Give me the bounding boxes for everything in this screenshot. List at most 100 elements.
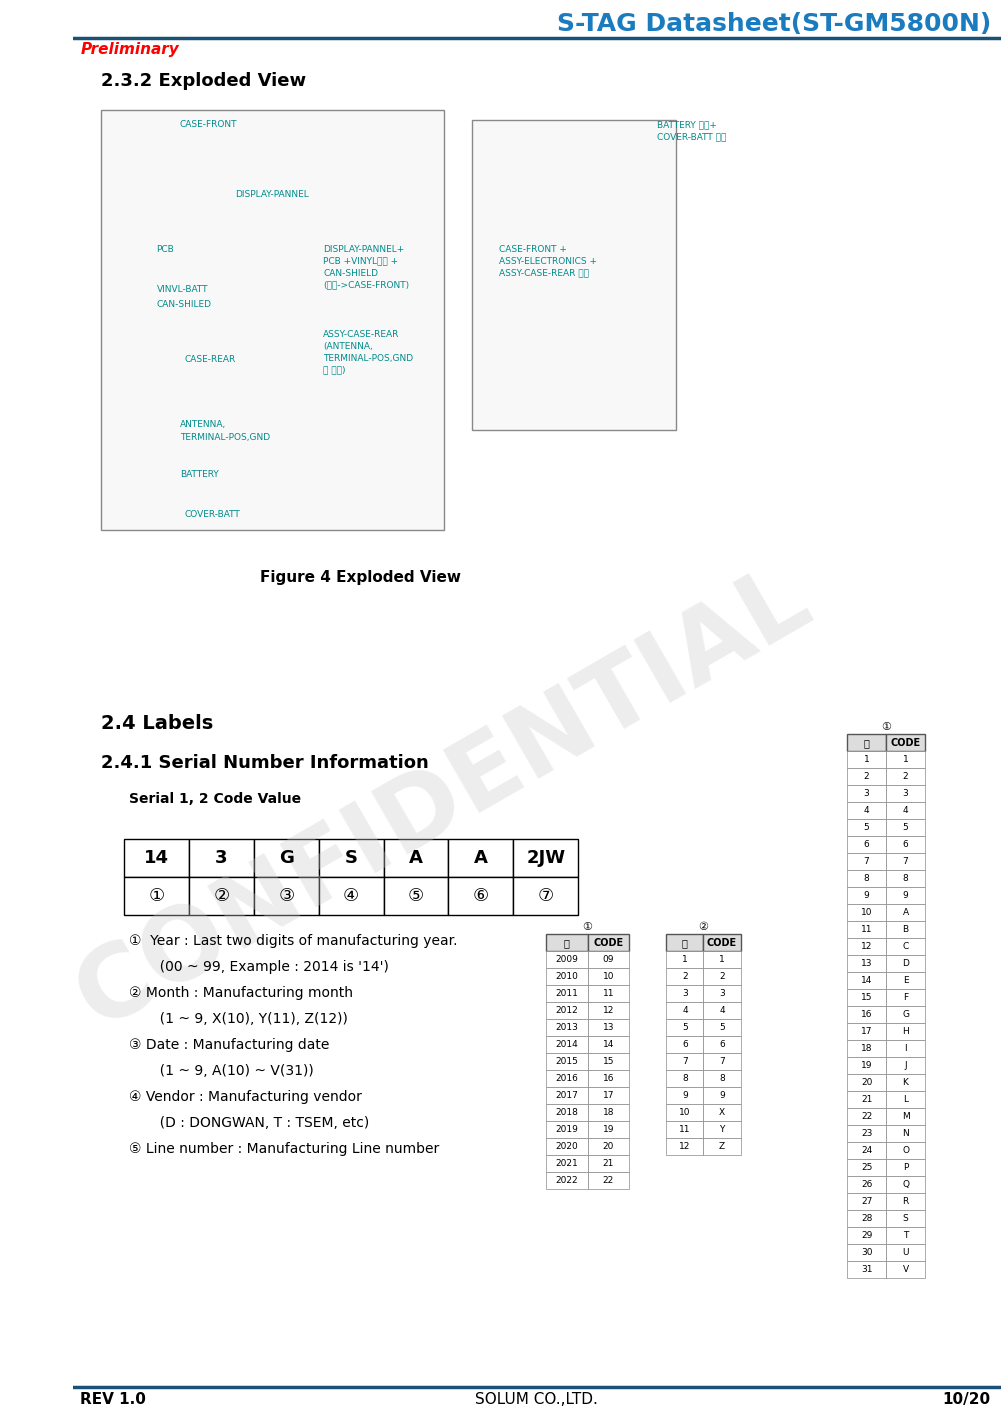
Bar (847, 734, 886, 752)
Text: 6: 6 (719, 1040, 725, 1050)
Text: 10: 10 (679, 1108, 691, 1118)
Bar (546, 951, 588, 968)
Text: 9: 9 (719, 1091, 725, 1101)
Bar (546, 1019, 588, 1036)
Text: 8: 8 (864, 875, 870, 883)
Bar (704, 1103, 741, 1122)
Bar (546, 934, 588, 951)
Text: D: D (902, 959, 909, 968)
Text: 3: 3 (719, 989, 725, 998)
Bar (546, 1036, 588, 1053)
Text: 16: 16 (861, 1010, 872, 1019)
Text: 12: 12 (680, 1141, 691, 1151)
Text: N: N (902, 1129, 909, 1139)
Bar (847, 1211, 886, 1228)
Text: 20: 20 (603, 1141, 614, 1151)
Text: 2021: 2021 (556, 1158, 578, 1168)
Bar (667, 968, 704, 985)
Text: 4: 4 (682, 1006, 688, 1015)
Text: 1: 1 (719, 955, 725, 964)
Text: 14: 14 (144, 849, 169, 868)
Bar (847, 1125, 886, 1141)
Text: ③ Date : Manufacturing date: ③ Date : Manufacturing date (129, 1038, 329, 1053)
Bar (847, 1158, 886, 1175)
Text: ①: ① (583, 923, 593, 933)
Text: 2: 2 (682, 972, 688, 981)
Bar (588, 1086, 630, 1103)
Text: ④ Vendor : Manufacturing vendor: ④ Vendor : Manufacturing vendor (129, 1091, 361, 1105)
Text: 24: 24 (861, 1146, 872, 1156)
Bar (847, 1245, 886, 1261)
Text: S-TAG Datasheet(ST-GM5800N): S-TAG Datasheet(ST-GM5800N) (557, 11, 991, 37)
Text: ASSY-ELECTRONICS +: ASSY-ELECTRONICS + (499, 257, 598, 265)
Text: BATTERY 삽입+: BATTERY 삽입+ (657, 120, 717, 128)
Bar (667, 1070, 704, 1086)
Text: 2014: 2014 (556, 1040, 578, 1050)
Bar (667, 1086, 704, 1103)
Text: 21: 21 (861, 1095, 872, 1105)
Text: CONFIDENTIAL: CONFIDENTIAL (61, 550, 827, 1048)
Bar (318, 840, 383, 878)
Bar (886, 1175, 925, 1194)
Text: 11: 11 (861, 926, 872, 934)
Bar (667, 1036, 704, 1053)
Bar (886, 820, 925, 837)
Bar (514, 878, 579, 916)
Text: CASE-FRONT: CASE-FRONT (179, 120, 237, 128)
Text: 2.4 Labels: 2.4 Labels (101, 714, 213, 734)
Text: A: A (474, 849, 487, 868)
Text: Preliminary: Preliminary (80, 42, 179, 56)
Text: 8: 8 (903, 875, 908, 883)
Text: 09: 09 (603, 955, 615, 964)
Bar (704, 1139, 741, 1156)
Text: 2018: 2018 (556, 1108, 579, 1118)
Bar (847, 1057, 886, 1074)
Text: 일: 일 (864, 738, 870, 748)
Text: ⑤: ⑤ (408, 888, 424, 906)
Bar (588, 985, 630, 1002)
Text: 4: 4 (903, 806, 908, 816)
Text: (1 ~ 9, A(10) ~ V(31)): (1 ~ 9, A(10) ~ V(31)) (129, 1064, 313, 1078)
Bar (667, 985, 704, 1002)
Text: 16: 16 (603, 1074, 615, 1084)
Text: PCB +VINYL결착 +: PCB +VINYL결착 + (323, 257, 398, 265)
Text: G: G (279, 849, 293, 868)
Text: 26: 26 (861, 1180, 872, 1189)
Text: M: M (902, 1112, 909, 1122)
Text: C: C (902, 943, 909, 951)
Bar (886, 1158, 925, 1175)
Bar (124, 878, 189, 916)
Text: P: P (903, 1163, 908, 1173)
Text: 11: 11 (603, 989, 615, 998)
Bar (318, 878, 383, 916)
Bar (847, 769, 886, 786)
Bar (886, 1006, 925, 1023)
Text: A: A (903, 909, 909, 917)
Bar (847, 955, 886, 972)
Text: ①: ① (881, 722, 891, 732)
Text: 14: 14 (861, 976, 872, 985)
Text: 11: 11 (679, 1125, 691, 1134)
Text: R: R (902, 1197, 909, 1206)
Text: DISPLAY-PANNEL: DISPLAY-PANNEL (235, 190, 309, 199)
Bar (588, 1002, 630, 1019)
Text: 22: 22 (603, 1175, 614, 1185)
Bar (588, 1173, 630, 1189)
Text: 2015: 2015 (556, 1057, 579, 1067)
Bar (546, 1053, 588, 1070)
Bar (667, 951, 704, 968)
Bar (847, 1175, 886, 1194)
Text: REV 1.0: REV 1.0 (80, 1391, 146, 1407)
Bar (847, 871, 886, 888)
Bar (847, 837, 886, 854)
Bar (704, 1002, 741, 1019)
Text: 2020: 2020 (556, 1141, 578, 1151)
Bar (704, 968, 741, 985)
Text: VINVL-BATT: VINVL-BATT (156, 285, 208, 293)
Bar (847, 1074, 886, 1091)
Text: A: A (409, 849, 423, 868)
Bar (546, 1122, 588, 1139)
Text: X: X (719, 1108, 725, 1118)
Bar (847, 888, 886, 904)
FancyBboxPatch shape (101, 110, 443, 529)
